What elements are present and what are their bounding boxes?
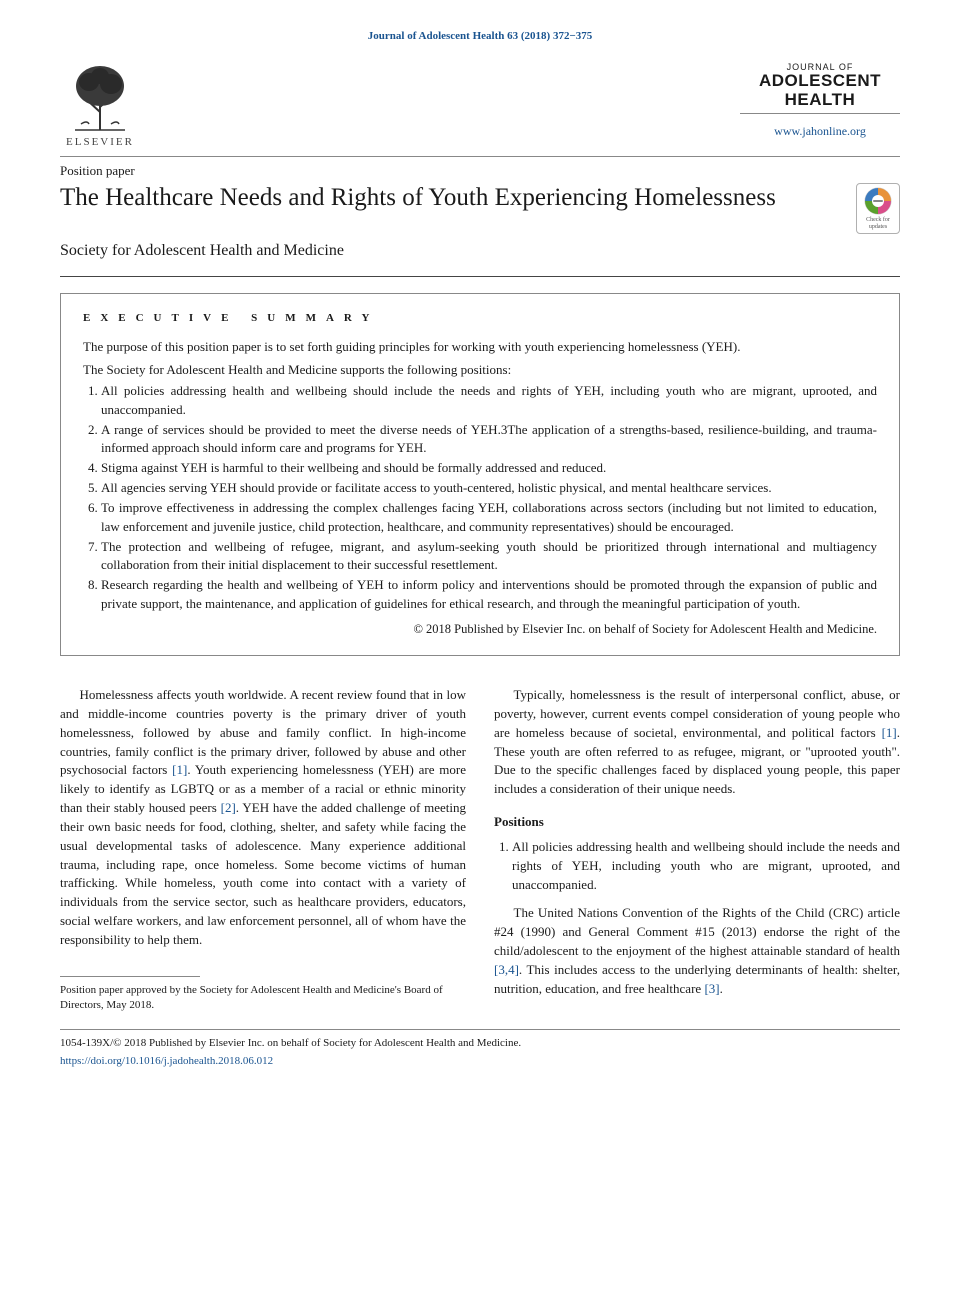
check-updates-badge[interactable]: Check for updates bbox=[856, 183, 900, 234]
text-span: . bbox=[720, 981, 723, 996]
text-span: . This includes access to the underlying… bbox=[494, 962, 900, 996]
footnote-text: Position paper approved by the Society f… bbox=[60, 983, 466, 1013]
body-column-left: Homelessness affects youth worldwide. A … bbox=[60, 686, 466, 1013]
text-span: Typically, homelessness is the result of… bbox=[494, 687, 900, 740]
summary-item: Research regarding the health and wellbe… bbox=[101, 576, 877, 614]
article-authors: Society for Adolescent Health and Medici… bbox=[60, 242, 900, 260]
journal-reference: Journal of Adolescent Health 63 (2018) 3… bbox=[60, 30, 900, 42]
footer-issn: 1054-139X/© 2018 Published by Elsevier I… bbox=[60, 1036, 900, 1051]
article-title: The Healthcare Needs and Rights of Youth… bbox=[60, 183, 836, 213]
brand-divider bbox=[740, 113, 900, 114]
summary-item: All agencies serving YEH should provide … bbox=[101, 479, 877, 498]
summary-item: The protection and wellbeing of refugee,… bbox=[101, 538, 877, 576]
summary-item: To improve effectiveness in addressing t… bbox=[101, 499, 877, 537]
summary-intro: The purpose of this position paper is to… bbox=[83, 338, 877, 357]
top-rule bbox=[60, 156, 900, 157]
citation-link-5[interactable]: [3] bbox=[704, 981, 719, 996]
summary-copyright: © 2018 Published by Elsevier Inc. on beh… bbox=[83, 622, 877, 637]
citation-link-2[interactable]: [2] bbox=[221, 800, 236, 815]
title-rule bbox=[60, 276, 900, 277]
check-updates-label: Check for updates bbox=[860, 217, 896, 230]
text-span: . YEH have the added challenge of meetin… bbox=[60, 800, 466, 947]
body-columns: Homelessness affects youth worldwide. A … bbox=[60, 686, 900, 1013]
text-span: The United Nations Convention of the Rig… bbox=[494, 905, 900, 958]
header-row: ELSEVIER JOURNAL OF ADOLESCENT HEALTH ww… bbox=[60, 62, 900, 148]
body-column-right: Typically, homelessness is the result of… bbox=[494, 686, 900, 1013]
crossmark-icon bbox=[864, 187, 892, 215]
body-para-3: The United Nations Convention of the Rig… bbox=[494, 904, 900, 998]
journal-url-link[interactable]: www.jahonline.org bbox=[740, 124, 900, 139]
elsevier-tree-icon bbox=[67, 62, 133, 132]
publisher-name: ELSEVIER bbox=[66, 136, 134, 148]
summary-item: Stigma against YEH is harmful to their w… bbox=[101, 459, 877, 478]
executive-summary-box: EXECUTIVE SUMMARY The purpose of this po… bbox=[60, 293, 900, 656]
footer-rule bbox=[60, 1029, 900, 1030]
summary-item: A range of services should be provided t… bbox=[101, 421, 877, 459]
title-row: The Healthcare Needs and Rights of Youth… bbox=[60, 183, 900, 234]
citation-link-4[interactable]: [3,4] bbox=[494, 962, 519, 977]
body-para-2: Typically, homelessness is the result of… bbox=[494, 686, 900, 799]
summary-position-list: All policies addressing health and wellb… bbox=[83, 382, 877, 614]
summary-heading: EXECUTIVE SUMMARY bbox=[83, 312, 877, 324]
summary-item: All policies addressing health and wellb… bbox=[101, 382, 877, 420]
citation-link-1[interactable]: [1] bbox=[172, 762, 187, 777]
position-item-1: All policies addressing health and wellb… bbox=[512, 838, 900, 895]
article-type: Position paper bbox=[60, 163, 900, 179]
footnote-rule bbox=[60, 976, 200, 977]
positions-list: All policies addressing health and wellb… bbox=[494, 838, 900, 895]
journal-brand-block: JOURNAL OF ADOLESCENT HEALTH www.jahonli… bbox=[740, 62, 900, 139]
publisher-logo-block: ELSEVIER bbox=[60, 62, 140, 148]
positions-heading: Positions bbox=[494, 813, 900, 832]
summary-lead: The Society for Adolescent Health and Me… bbox=[83, 361, 877, 380]
doi-link[interactable]: https://doi.org/10.1016/j.jadohealth.201… bbox=[60, 1055, 273, 1067]
journal-brand-large: ADOLESCENT HEALTH bbox=[740, 72, 900, 109]
body-para-1: Homelessness affects youth worldwide. A … bbox=[60, 686, 466, 950]
citation-link-3[interactable]: [1] bbox=[882, 725, 897, 740]
